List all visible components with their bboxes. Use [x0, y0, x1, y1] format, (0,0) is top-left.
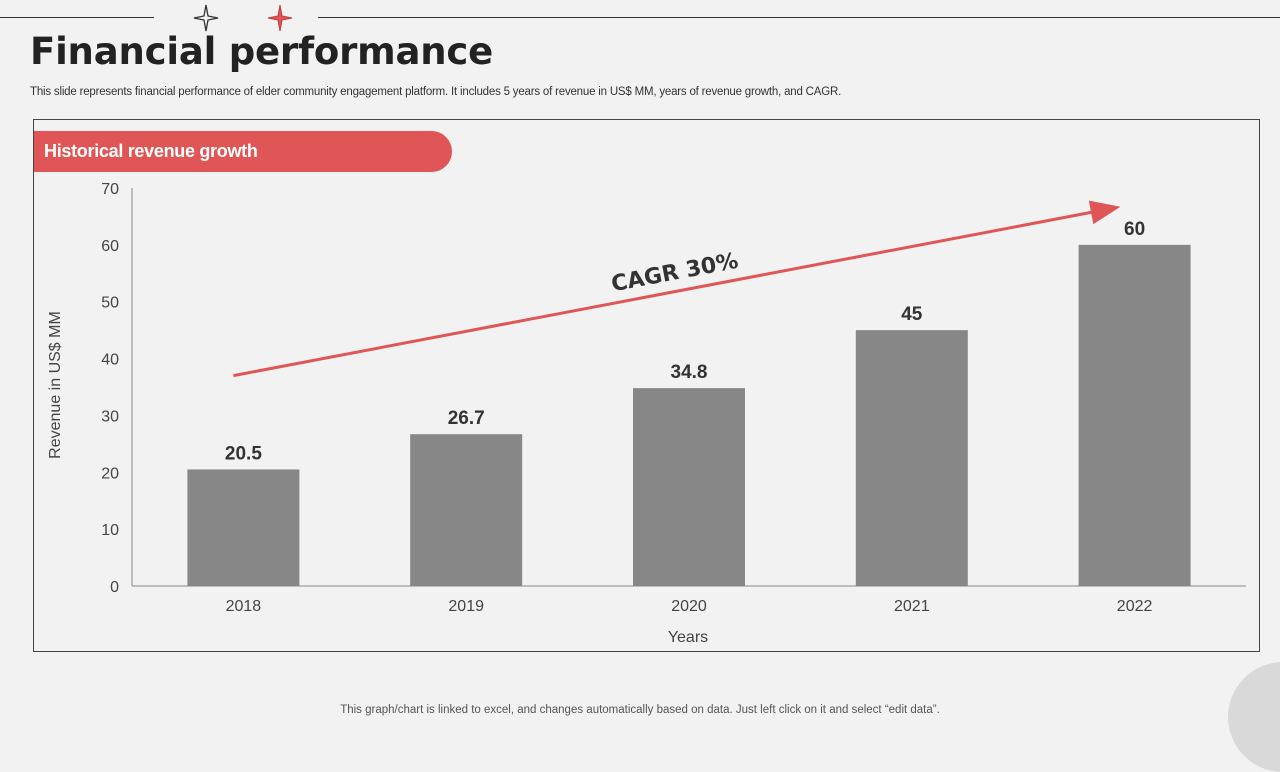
y-tick-label: 40 [101, 352, 119, 369]
chart-title-pill: Historical revenue growth [34, 131, 452, 172]
y-tick-label: 10 [101, 522, 119, 539]
x-tick-label: 2021 [894, 598, 930, 615]
revenue-bar-chart[interactable]: 0 10 20 30 40 50 60 70 20.5 2018 26.7 2019 34.8 2020 4… [0, 0, 1280, 720]
page-title: Financial performance [30, 30, 494, 73]
bar-2022[interactable] [1078, 244, 1191, 586]
x-tick-label: 2019 [448, 598, 484, 615]
data-label: 60 [1124, 219, 1145, 240]
data-label: 34.8 [671, 362, 708, 383]
data-label: 26.7 [448, 408, 485, 429]
bar-2020[interactable] [633, 388, 745, 586]
data-label: 45 [901, 304, 923, 325]
page-subtitle: This slide represents financial performa… [30, 86, 842, 98]
outline-star-icon [193, 4, 219, 32]
x-tick-label: 2018 [226, 598, 262, 615]
x-tick-label: 2020 [671, 598, 707, 615]
y-tick-label: 30 [101, 408, 119, 425]
y-tick-label: 20 [101, 465, 119, 482]
y-tick-label: 0 [110, 579, 119, 596]
y-tick-label: 60 [101, 238, 119, 255]
x-axis-label: Years [668, 629, 708, 646]
y-axis-label: Revenue in US$ MM [47, 311, 64, 459]
top-rule-left [0, 17, 154, 18]
y-tick-label: 50 [101, 295, 119, 312]
data-label: 20.5 [225, 443, 262, 464]
x-tick-label: 2022 [1117, 598, 1153, 615]
y-tick-label: 70 [101, 181, 119, 198]
bar-2018[interactable] [187, 469, 300, 586]
red-star-icon [267, 4, 293, 32]
bar-2021[interactable] [855, 330, 968, 586]
footnote: This graph/chart is linked to excel, and… [340, 704, 940, 716]
top-rule-right [318, 17, 1280, 18]
cagr-label: CAGR 30% [609, 249, 740, 298]
cagr-arrow [233, 200, 1121, 378]
bar-2019[interactable] [410, 434, 523, 586]
chart-frame [33, 119, 1260, 652]
